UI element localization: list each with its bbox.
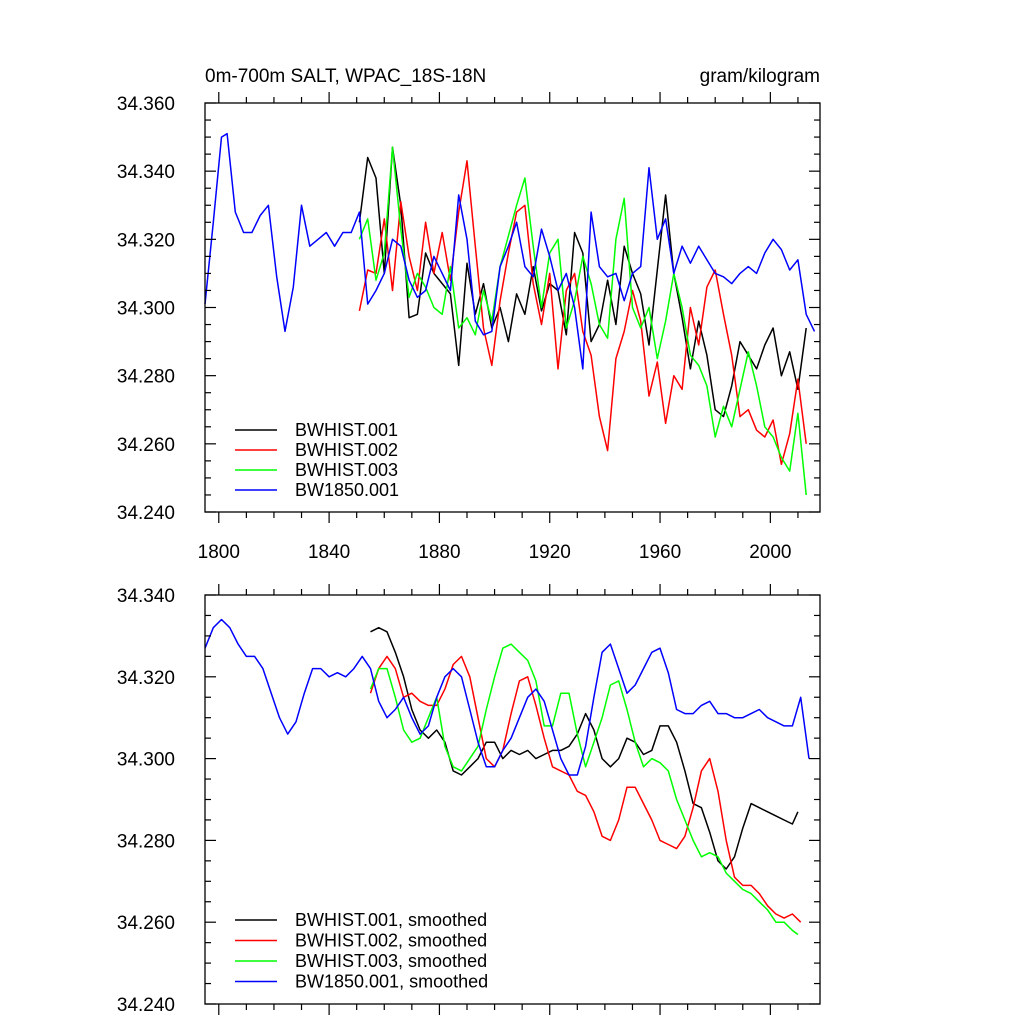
- y-tick-label: 34.280: [117, 831, 175, 852]
- y-tick-label: 34.240: [117, 995, 175, 1016]
- legend-label: BWHIST.002, smoothed: [295, 931, 487, 951]
- bottom-panel: 34.240 34.260 34.280 34.300 34.320 34.340 BWH…: [117, 584, 821, 1016]
- y-tick-label: 34.240: [117, 503, 175, 524]
- legend-label: BWHIST.003: [295, 460, 398, 480]
- y-tick-label: 34.280: [117, 367, 175, 388]
- x-tick-label: 1880: [418, 542, 460, 563]
- y-tick-label: 34.340: [117, 586, 175, 607]
- series-line: [369, 643, 799, 936]
- legend-label: BWHIST.003, smoothed: [295, 951, 487, 971]
- y-tick-label: 34.360: [117, 94, 175, 115]
- y-tick-label: 34.320: [117, 230, 175, 251]
- legend-label: BWHIST.001: [295, 420, 398, 440]
- legend-label: BWHIST.001, smoothed: [295, 910, 487, 930]
- series-line: [369, 655, 802, 923]
- y-tick-label: 34.260: [117, 913, 175, 934]
- series-line: [370, 626, 799, 870]
- series-line: [358, 160, 807, 466]
- series-line: [358, 146, 807, 418]
- top-panel: 0m-700m SALT, WPAC_18S-18N gram/kilogram…: [117, 66, 821, 563]
- y-tick-label: 34.340: [117, 162, 175, 183]
- series-line: [204, 132, 816, 370]
- y-tick-label: 34.300: [117, 299, 175, 320]
- x-tick-label: 2000: [749, 542, 791, 563]
- y-tick-label: 34.320: [117, 668, 175, 689]
- chart-title: 0m-700m SALT, WPAC_18S-18N: [205, 66, 486, 87]
- y-tick-label: 34.300: [117, 750, 175, 771]
- series-line: [204, 618, 810, 776]
- x-tick-label: 1840: [308, 542, 350, 563]
- x-tick-label: 1960: [639, 542, 681, 563]
- x-tick-label: 1920: [529, 542, 571, 563]
- y-tick-label: 34.260: [117, 435, 175, 456]
- legend-label: BW1850.001: [295, 480, 399, 500]
- series-line: [358, 146, 807, 496]
- chart-units: gram/kilogram: [700, 66, 820, 87]
- legend-label: BW1850.001, smoothed: [295, 972, 488, 992]
- x-tick-label: 1800: [198, 542, 240, 563]
- legend-label: BWHIST.002: [295, 440, 398, 460]
